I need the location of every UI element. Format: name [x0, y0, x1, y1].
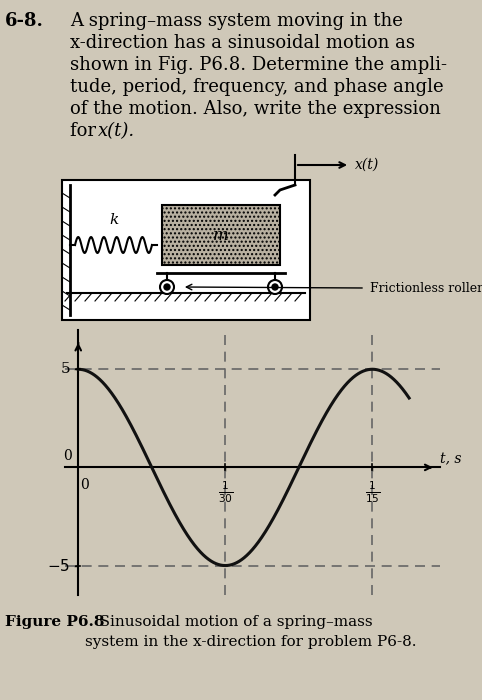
- Text: t, s: t, s: [440, 453, 461, 467]
- Text: x-direction has a sinusoidal motion as: x-direction has a sinusoidal motion as: [70, 34, 415, 52]
- Text: m: m: [213, 227, 229, 244]
- Text: system in the x-direction for problem P6-8.: system in the x-direction for problem P6…: [85, 635, 416, 649]
- Text: k: k: [109, 213, 118, 227]
- Circle shape: [164, 284, 170, 290]
- Text: Frictionless rollers: Frictionless rollers: [370, 281, 482, 295]
- Text: $\frac{1}{15}$: $\frac{1}{15}$: [364, 480, 380, 505]
- Text: Figure P6.8: Figure P6.8: [5, 615, 105, 629]
- Circle shape: [160, 280, 174, 294]
- Text: 5: 5: [61, 363, 70, 377]
- FancyBboxPatch shape: [162, 205, 280, 265]
- Text: 6-8.: 6-8.: [5, 12, 44, 30]
- Text: $-5$: $-5$: [47, 558, 70, 573]
- Text: for: for: [70, 122, 102, 140]
- Text: shown in Fig. P6.8. Determine the ampli-: shown in Fig. P6.8. Determine the ampli-: [70, 56, 447, 74]
- Circle shape: [268, 280, 282, 294]
- Text: x(t): x(t): [355, 158, 379, 172]
- Text: Sinusoidal motion of a spring–mass: Sinusoidal motion of a spring–mass: [85, 615, 373, 629]
- Circle shape: [272, 284, 278, 290]
- Text: tude, period, frequency, and phase angle: tude, period, frequency, and phase angle: [70, 78, 443, 96]
- Text: $\frac{1}{30}$: $\frac{1}{30}$: [217, 480, 233, 505]
- Bar: [62, 180, 310, 320]
- Text: 0: 0: [80, 478, 89, 492]
- Text: 0: 0: [63, 449, 72, 463]
- Text: x(t).: x(t).: [98, 122, 135, 140]
- Text: of the motion. Also, write the expression: of the motion. Also, write the expressio…: [70, 100, 441, 118]
- Text: A spring–mass system moving in the: A spring–mass system moving in the: [70, 12, 403, 30]
